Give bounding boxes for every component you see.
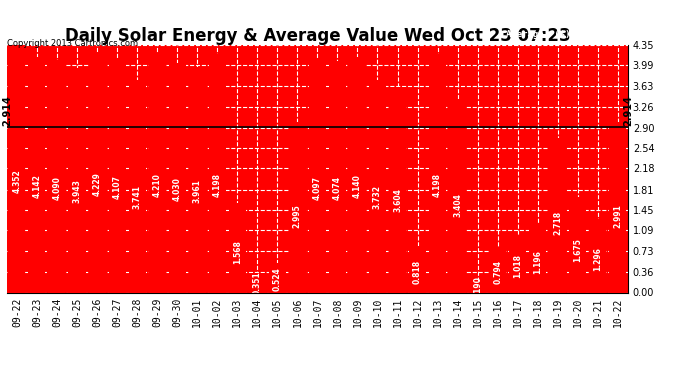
Bar <box>329 61 346 292</box>
Text: 4.097: 4.097 <box>313 176 322 200</box>
Text: 3.741: 3.741 <box>132 185 141 209</box>
Bar <box>389 87 406 292</box>
Bar <box>269 262 286 292</box>
Text: 0.524: 0.524 <box>273 267 282 291</box>
Bar <box>509 235 526 292</box>
Bar <box>168 63 186 292</box>
Text: 2.914: 2.914 <box>2 95 12 126</box>
Text: 2.995: 2.995 <box>293 204 302 228</box>
Bar <box>589 219 607 292</box>
Text: 2.914: 2.914 <box>623 95 633 126</box>
Text: 1.018: 1.018 <box>513 254 522 278</box>
Text: 0.818: 0.818 <box>413 260 422 284</box>
Text: Copyright 2013 Cartronics.com: Copyright 2013 Cartronics.com <box>7 39 138 48</box>
Text: 0.190: 0.190 <box>473 276 482 300</box>
Text: 3.732: 3.732 <box>373 185 382 209</box>
Text: 1.296: 1.296 <box>593 248 602 271</box>
Bar <box>188 67 206 292</box>
Bar <box>569 197 586 292</box>
Bar <box>529 225 546 292</box>
Text: 4.229: 4.229 <box>92 172 101 196</box>
Text: 1.196: 1.196 <box>533 250 542 274</box>
Bar <box>208 54 226 292</box>
Bar <box>8 45 26 292</box>
Bar <box>88 52 106 292</box>
Bar <box>609 122 627 292</box>
Text: 4.142: 4.142 <box>32 174 41 198</box>
Text: 1.568: 1.568 <box>233 240 241 264</box>
Text: 4.030: 4.030 <box>172 177 181 201</box>
Text: 4.074: 4.074 <box>333 176 342 200</box>
Bar <box>469 282 486 292</box>
Text: 3.961: 3.961 <box>193 179 201 203</box>
Text: 1.675: 1.675 <box>573 238 582 261</box>
Bar <box>409 246 426 292</box>
Bar <box>68 68 86 292</box>
Text: 0.351: 0.351 <box>253 272 262 296</box>
Text: Daily  ($): Daily ($) <box>582 30 635 39</box>
Bar <box>309 59 326 292</box>
Bar <box>289 122 306 292</box>
Text: 4.107: 4.107 <box>112 176 121 200</box>
Text: 3.943: 3.943 <box>72 180 81 204</box>
Bar <box>108 59 126 292</box>
Bar <box>28 57 46 292</box>
Text: 3.404: 3.404 <box>453 194 462 217</box>
Text: 2.718: 2.718 <box>553 211 562 235</box>
Text: 4.210: 4.210 <box>152 173 161 196</box>
Bar <box>429 54 446 292</box>
Text: 4.140: 4.140 <box>353 175 362 198</box>
Bar <box>369 80 386 292</box>
Bar <box>48 60 66 292</box>
Text: 2.991: 2.991 <box>613 204 622 228</box>
Bar <box>489 248 506 292</box>
Text: 4.352: 4.352 <box>12 169 21 193</box>
Bar <box>349 57 366 292</box>
Title: Daily Solar Energy & Average Value Wed Oct 23 07:23: Daily Solar Energy & Average Value Wed O… <box>65 27 570 45</box>
Bar <box>549 138 566 292</box>
Bar <box>249 273 266 292</box>
Text: 4.198: 4.198 <box>213 173 221 197</box>
Bar <box>229 203 246 292</box>
Text: 3.604: 3.604 <box>393 188 402 212</box>
Text: 4.090: 4.090 <box>52 176 61 200</box>
Bar <box>128 80 146 292</box>
Text: 4.198: 4.198 <box>433 173 442 197</box>
Bar <box>148 53 166 292</box>
Text: Average  ($): Average ($) <box>506 30 571 39</box>
Text: 0.794: 0.794 <box>493 260 502 284</box>
Bar <box>449 99 466 292</box>
